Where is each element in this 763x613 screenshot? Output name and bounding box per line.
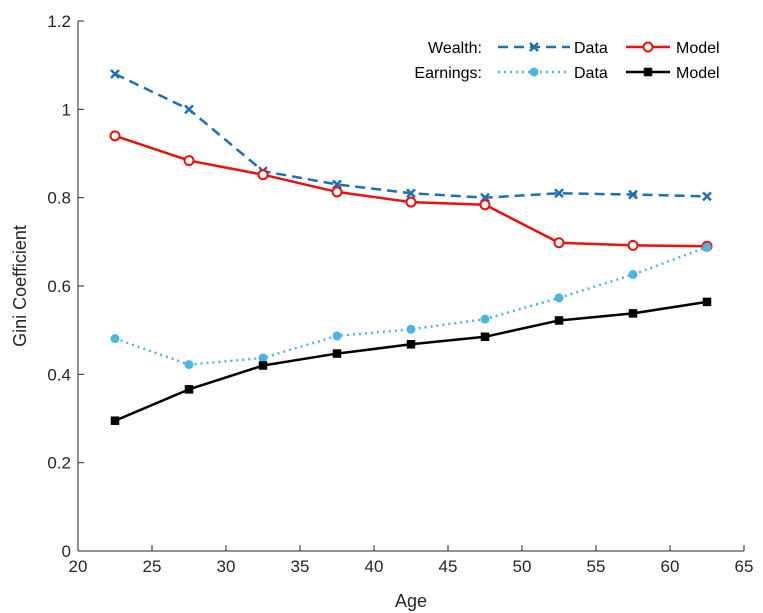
data-point-earnings-model bbox=[332, 349, 342, 358]
data-point-earnings-data bbox=[184, 360, 194, 370]
data-point-earnings-data bbox=[332, 331, 342, 341]
series-line-wealth-data bbox=[114, 72, 708, 199]
data-point-earnings-model bbox=[702, 297, 712, 307]
y-tick-label: 0 bbox=[62, 542, 71, 561]
data-point-wealth-model bbox=[405, 196, 417, 208]
legend-entry-earnings-model: Model bbox=[676, 65, 720, 82]
data-point-earnings-model bbox=[258, 361, 268, 370]
data-point-earnings-data bbox=[554, 293, 564, 303]
data-point-earnings-model bbox=[406, 340, 416, 349]
data-point-wealth-model bbox=[109, 130, 121, 142]
legend: Wealth: Data Model Earnings: Data Model bbox=[414, 40, 719, 82]
x-tick-label: 35 bbox=[291, 557, 310, 576]
data-point-wealth-data bbox=[406, 188, 416, 199]
data-point-wealth-model bbox=[257, 169, 269, 181]
legend-marker-earnings-data bbox=[529, 67, 539, 77]
legend-group-label: Earnings: bbox=[414, 65, 482, 82]
data-point-earnings-data bbox=[628, 270, 638, 280]
data-point-earnings-data bbox=[110, 334, 120, 344]
legend-entry-earnings-data: Data bbox=[574, 65, 608, 82]
y-tick-label: 1 bbox=[62, 100, 71, 119]
data-point-earnings-data bbox=[480, 314, 490, 324]
data-point-earnings-model bbox=[184, 385, 194, 394]
data-point-earnings-model bbox=[554, 316, 564, 325]
y-axis-label: Gini Coefficient bbox=[10, 225, 30, 347]
data-point-wealth-model bbox=[183, 155, 195, 167]
x-tick-label: 50 bbox=[513, 557, 532, 576]
data-point-wealth-data bbox=[628, 189, 638, 200]
x-tick-label: 20 bbox=[69, 557, 88, 576]
plot-frame bbox=[77, 21, 744, 552]
y-tick-label: 0.8 bbox=[47, 189, 71, 208]
data-point-earnings-model bbox=[480, 332, 490, 342]
series-line-wealth-model bbox=[114, 134, 708, 248]
legend-marker-wealth-data bbox=[529, 42, 539, 52]
x-axis-ticks: 20 25 30 35 40 45 50 55 60 65 bbox=[69, 545, 754, 576]
series-wealth-model bbox=[109, 130, 713, 252]
data-point-earnings-data bbox=[406, 324, 416, 334]
x-tick-label: 40 bbox=[365, 557, 384, 576]
series-line-earnings-data bbox=[114, 245, 708, 366]
data-point-earnings-model bbox=[110, 416, 120, 425]
legend-entry-wealth-model: Model bbox=[676, 40, 720, 57]
x-tick-label: 65 bbox=[735, 557, 754, 576]
series-earnings-model bbox=[110, 297, 712, 425]
data-point-wealth-model bbox=[553, 237, 565, 249]
y-axis-ticks: 0 0.2 0.4 0.6 0.8 1 1.2 bbox=[47, 12, 84, 561]
y-tick-label: 1.2 bbox=[47, 12, 71, 31]
x-tick-label: 45 bbox=[439, 557, 458, 576]
series-layer bbox=[109, 69, 713, 425]
x-tick-label: 55 bbox=[587, 557, 606, 576]
data-point-earnings-data bbox=[702, 242, 712, 252]
data-point-wealth-data bbox=[332, 179, 342, 190]
x-tick-label: 60 bbox=[661, 557, 680, 576]
data-point-wealth-data bbox=[702, 191, 712, 202]
legend-group-label: Wealth: bbox=[428, 40, 482, 57]
data-point-wealth-data bbox=[554, 188, 564, 199]
data-point-wealth-data bbox=[110, 69, 120, 79]
legend-marker-earnings-model bbox=[643, 67, 653, 77]
data-point-wealth-model bbox=[331, 186, 343, 198]
data-point-earnings-model bbox=[628, 309, 638, 318]
series-earnings-data bbox=[110, 242, 712, 370]
data-point-earnings-data bbox=[258, 353, 268, 363]
x-tick-label: 30 bbox=[217, 557, 236, 576]
x-axis-label: Age bbox=[395, 591, 427, 611]
x-tick-label: 25 bbox=[143, 557, 162, 576]
series-wealth-data bbox=[110, 69, 712, 203]
data-point-wealth-model bbox=[479, 199, 491, 211]
legend-marker-wealth-model bbox=[642, 41, 654, 53]
y-tick-label: 0.2 bbox=[47, 454, 71, 473]
data-point-wealth-data bbox=[184, 104, 194, 115]
y-tick-label: 0.6 bbox=[47, 277, 71, 296]
y-tick-label: 0.4 bbox=[47, 365, 71, 384]
data-point-wealth-model bbox=[627, 239, 639, 251]
legend-entry-wealth-data: Data bbox=[574, 40, 608, 57]
series-line-earnings-model bbox=[114, 300, 708, 422]
